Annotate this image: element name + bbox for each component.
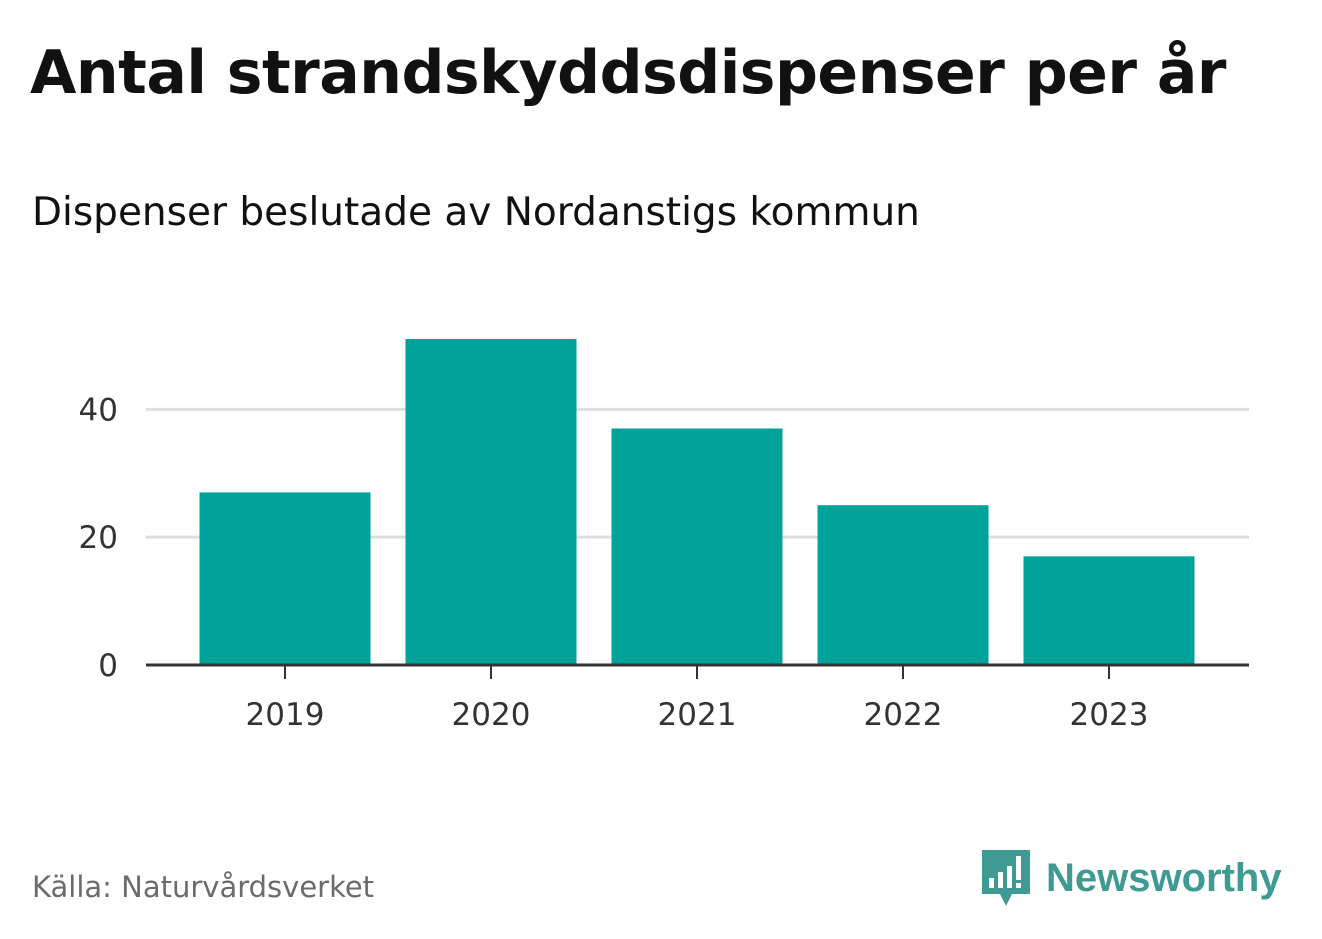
source-note: Källa: Naturvårdsverket	[32, 870, 375, 904]
x-tick-label: 2023	[1070, 697, 1149, 733]
bar-2022	[817, 505, 989, 665]
bar-2021	[611, 428, 783, 665]
y-tick-label: 20	[79, 520, 118, 556]
bar-2023	[1023, 556, 1195, 665]
x-tick-label: 2019	[246, 697, 325, 733]
bar-2020	[405, 339, 577, 665]
y-axis-ticks: 0 20 40	[79, 392, 118, 684]
y-tick-label: 0	[98, 648, 118, 684]
x-tick-label: 2020	[452, 697, 531, 733]
x-tick-label: 2022	[864, 697, 943, 733]
bar-2019	[199, 492, 371, 665]
y-tick-label: 40	[79, 392, 118, 428]
x-tick-label: 2021	[658, 697, 737, 733]
brand-logo: Newsworthy	[980, 848, 1282, 908]
brand-name: Newsworthy	[1046, 855, 1282, 900]
chart-subtitle: Dispenser beslutade av Nordanstigs kommu…	[32, 190, 920, 235]
bar-chart: 2019 2020 2021 2022 2023 0 20 40	[79, 339, 1249, 733]
x-axis-ticks: 2019 2020 2021 2022 2023	[246, 665, 1149, 733]
newsworthy-logo-icon	[982, 850, 1030, 906]
chart-title: Antal strandskyddsdispenser per år	[30, 38, 1226, 108]
bars	[199, 339, 1195, 665]
